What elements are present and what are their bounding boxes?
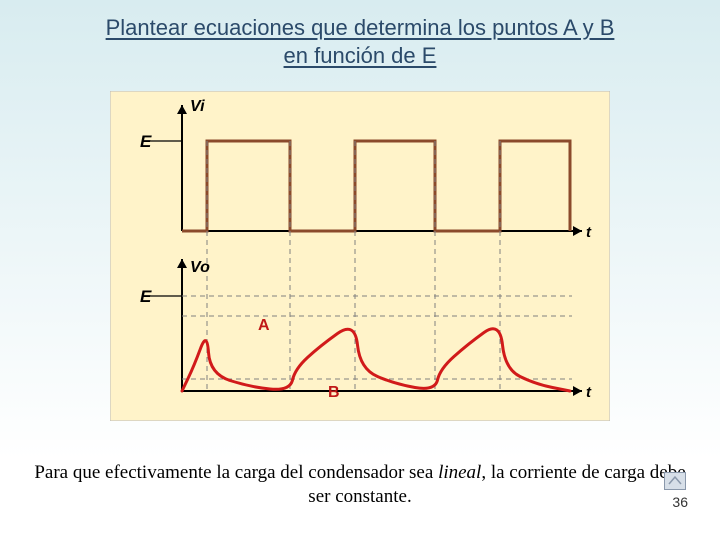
caption-before: Para que efectivamente la carga del cond… [34, 462, 438, 483]
title-line1: Plantear ecuaciones que determina los pu… [106, 15, 615, 40]
waveform-svg: ViEtVoEABt [110, 91, 610, 421]
nav-up-icon[interactable] [664, 472, 686, 490]
svg-text:E: E [140, 287, 152, 306]
caption: Para que efectivamente la carga del cond… [0, 461, 720, 510]
title-line2: en función de E [284, 43, 437, 68]
svg-text:B: B [328, 384, 340, 401]
slide-title: Plantear ecuaciones que determina los pu… [0, 0, 720, 69]
svg-text:Vi: Vi [190, 98, 205, 115]
caption-emph: lineal [438, 462, 481, 483]
waveform-figure: ViEtVoEABt [110, 91, 610, 426]
figure-container: ViEtVoEABt [0, 91, 720, 426]
svg-text:Vo: Vo [190, 259, 210, 276]
page-number: 36 [672, 494, 688, 510]
svg-text:A: A [258, 317, 270, 334]
svg-text:E: E [140, 132, 152, 151]
